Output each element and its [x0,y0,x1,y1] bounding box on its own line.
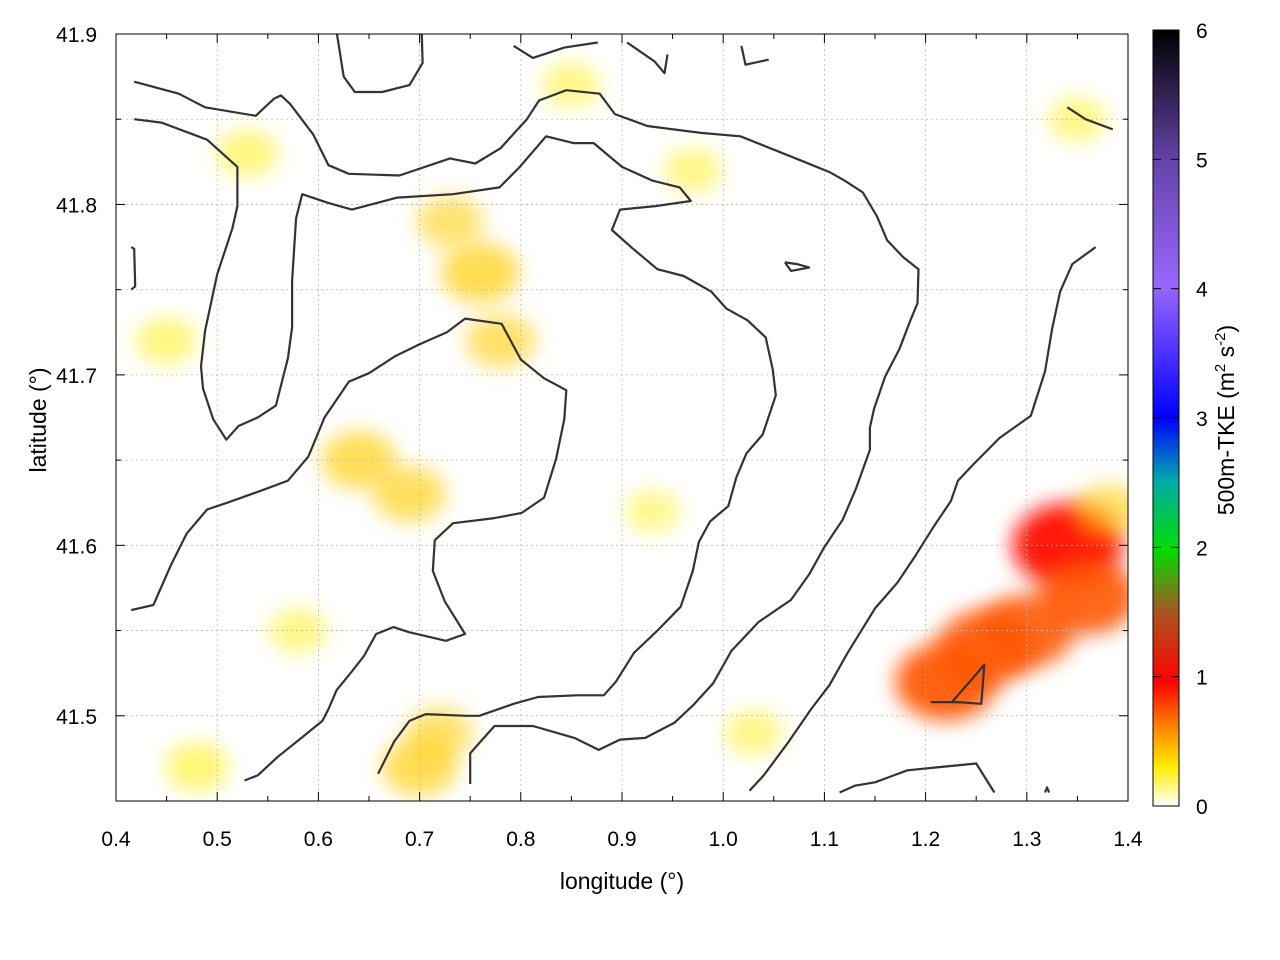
cbar-tick-label-3: 3 [1196,408,1208,431]
contour-line-13 [1066,106,1114,131]
cbar-tick-label-0: 0 [1196,796,1208,819]
x-axis-label: longitude (°) [560,868,684,894]
cbar-tick-label-4: 4 [1196,279,1208,302]
x-tick-label-1.3: 1.3 [1012,828,1041,851]
x-tick-label-1.2: 1.2 [911,828,940,851]
x-tick-label-0.6: 0.6 [304,828,333,851]
x-tick-label-0.7: 0.7 [405,828,434,851]
contour-line-10 [839,762,996,794]
cbar-tick-label-2: 2 [1196,537,1208,560]
axis-ticks: 0.4 0.5 0.6 0.7 0.8 0.9 1.0 1.1 1.2 1.3 1.4 41.5 41.… [56,24,1143,851]
tke-hotspot-19 [624,489,681,533]
x-tick-label-1.1: 1.1 [810,828,839,851]
x-tick-label-0.5: 0.5 [203,828,232,851]
tke-hotspot-10 [269,608,328,653]
contour-lines [130,34,1114,794]
cbar-tick-label-5: 5 [1196,149,1208,172]
contour-line-9 [930,663,986,705]
tke-hotspot-6 [406,707,474,759]
x-tick-label-1.4: 1.4 [1113,828,1143,851]
cbar-tick-label-6: 6 [1196,20,1208,43]
contour-line-7 [784,261,811,272]
contour-line-8 [748,246,1097,792]
tke-hotspot-16 [1072,484,1128,539]
tke-hotspot-15 [1038,558,1128,635]
colorbar-ticks: 0 1 2 3 4 5 6 [1153,20,1208,819]
y-axis-label: latitude (°) [25,367,51,472]
grid-lines [116,34,1128,801]
tke-hotspot-20 [724,710,783,756]
tke-hotspot-3 [321,431,397,490]
contour-line-6 [740,45,769,66]
tke-hotspot-0 [441,242,520,303]
contour-line-5 [626,41,669,75]
y-tick-label-41.9: 41.9 [56,24,97,47]
y-tick-label-41.7: 41.7 [56,365,97,388]
y-tick-label-41.6: 41.6 [56,535,97,558]
x-tick-label-0.9: 0.9 [607,828,636,851]
tke-hotspot-2 [465,314,536,368]
tke-hotspot-17 [542,62,601,108]
x-tick-label-0.8: 0.8 [506,828,535,851]
contour-line-11 [1043,786,1051,793]
cbar-tick-label-1: 1 [1196,667,1208,690]
contour-line-1 [134,118,777,775]
tke-hotspot-8 [136,317,198,365]
tke-hotspot-7 [217,129,279,177]
contour-line-3 [335,34,424,94]
contour-line-12 [130,246,137,291]
contour-line-0 [133,80,920,784]
contour-line-2 [130,317,568,782]
tke-hotspot-4 [373,466,446,523]
colorbar-label: 500m-TKE (m2 s-2) [1212,325,1239,515]
contour-line-4 [513,41,598,59]
tke-hotspot-9 [164,742,229,792]
tke-hotspot-18 [663,147,722,193]
x-tick-label-0.4: 0.4 [101,828,131,851]
y-tick-label-41.8: 41.8 [56,194,97,217]
tke-heat-layer [136,62,1128,796]
tke-hotspot-1 [416,195,484,248]
x-tick-label-1.0: 1.0 [709,828,738,851]
y-tick-label-41.5: 41.5 [56,706,97,729]
